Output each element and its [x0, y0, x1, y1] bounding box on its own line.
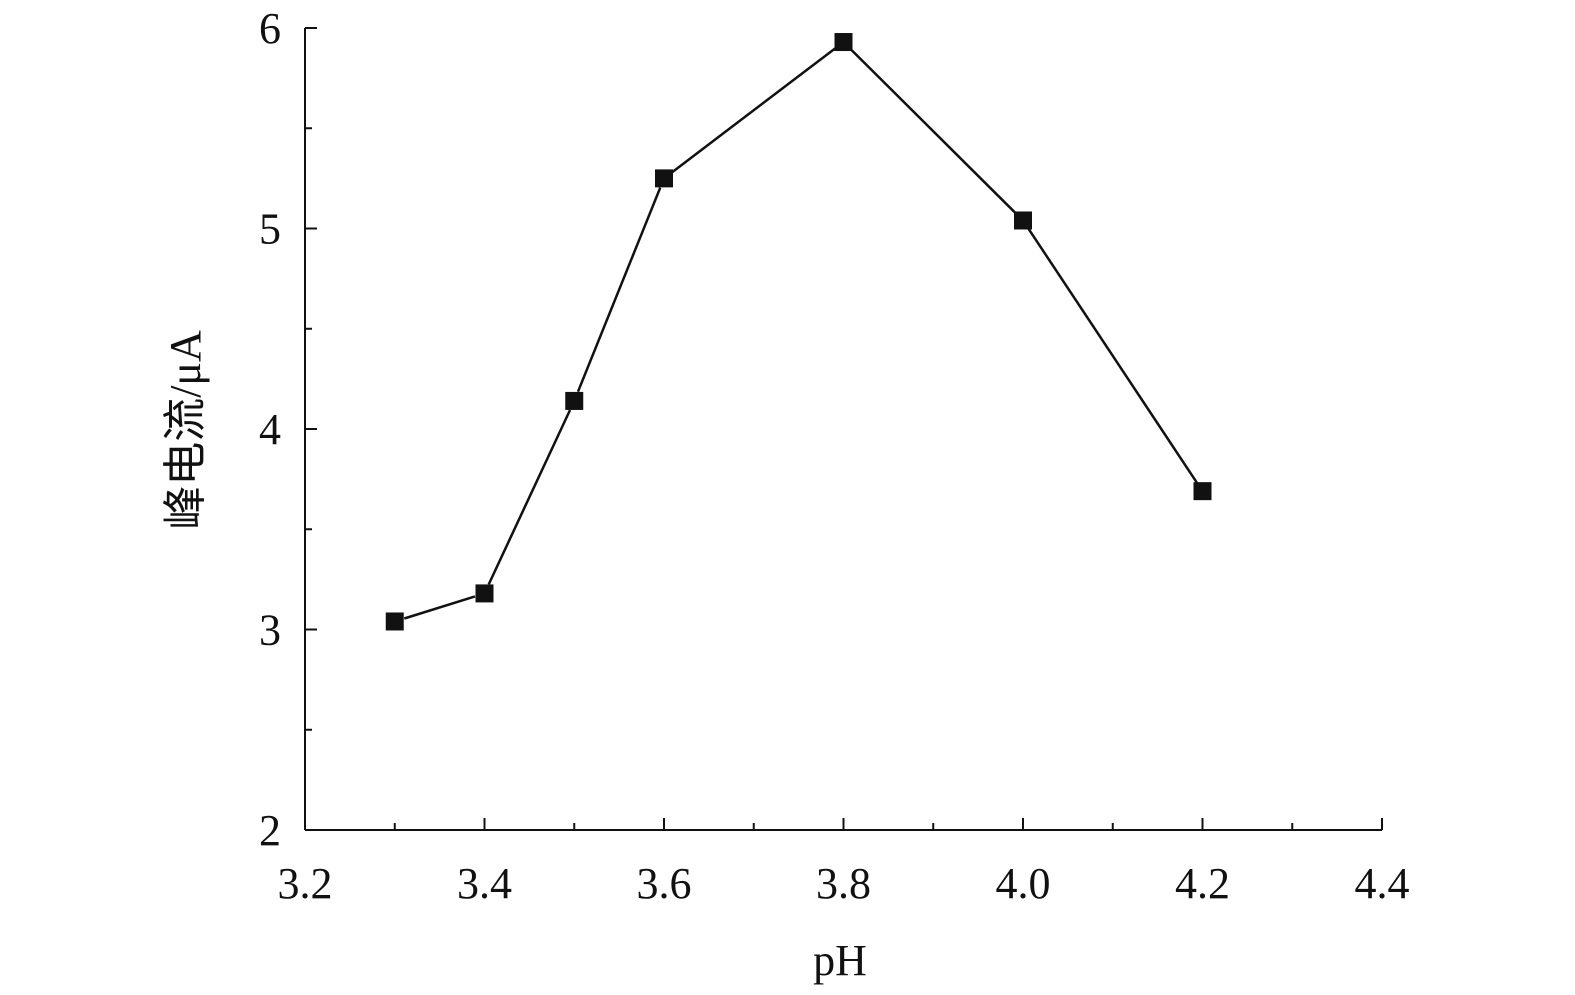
series-segment	[403, 595, 476, 620]
y-tick-label: 6	[259, 4, 281, 53]
data-point-marker	[565, 391, 584, 410]
series	[385, 33, 1212, 631]
series-segment	[1027, 228, 1199, 484]
series-segment	[576, 187, 662, 393]
y-axis-title: 峰电流/μA	[161, 330, 210, 530]
ticks: 3.2 3.4 3.6 3.8 4.0 4.2 4.4 2 3 4 5 6	[259, 4, 1410, 908]
data-point-marker	[475, 584, 494, 603]
x-tick-label: 3.2	[278, 859, 333, 908]
x-tick-label: 3.4	[457, 859, 512, 908]
y-tick-label: 2	[259, 806, 281, 855]
data-point-marker	[1014, 211, 1032, 230]
axes	[304, 28, 1382, 831]
y-tick-label: 5	[259, 205, 281, 254]
series-segment	[849, 48, 1017, 215]
data-point-marker	[385, 612, 404, 631]
x-tick-label: 4.0	[996, 859, 1051, 908]
data-point-marker	[655, 169, 673, 188]
data-point-marker	[1193, 482, 1212, 501]
data-point-marker	[834, 33, 853, 52]
x-tick-label: 4.4	[1355, 859, 1410, 908]
series-segment	[671, 47, 837, 174]
x-tick-label: 3.8	[816, 859, 871, 908]
y-tick-label: 3	[259, 606, 281, 655]
series-segment	[487, 409, 572, 585]
x-axis-title: pH	[813, 936, 867, 985]
x-tick-label: 4.2	[1175, 859, 1230, 908]
x-tick-label: 3.6	[637, 859, 692, 908]
y-tick-label: 4	[259, 405, 281, 454]
